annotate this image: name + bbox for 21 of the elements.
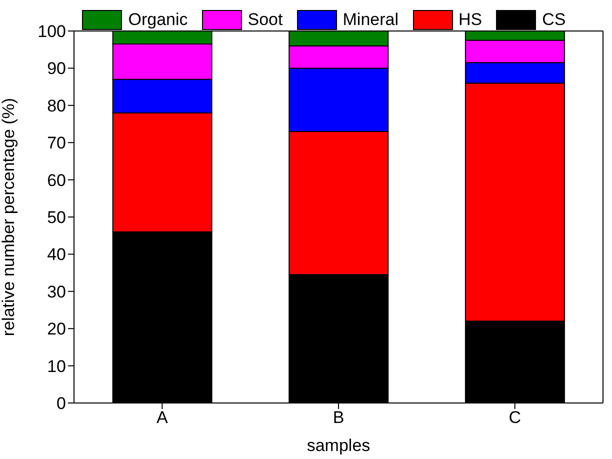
y-tick-label: 70 [47,134,66,153]
y-tick-label: 60 [47,170,66,190]
y-tick-label: 20 [47,320,66,339]
x-tick-label: C [508,408,521,428]
y-tick-label: 30 [47,282,66,302]
legend-label: Soot [248,10,283,30]
y-axis-title: relative number percentage (%) [0,98,18,336]
x-axis-title: samples [306,436,370,455]
y-tick-label: 0 [56,394,66,414]
y-tick-label: 80 [47,96,66,116]
x-tick-label: A [156,408,168,428]
legend-label: CS [542,10,566,30]
y-tick-label: 50 [47,208,66,228]
y-tick-label: 90 [47,59,66,78]
legend-label: HS [458,10,482,30]
x-tick-label: B [332,408,344,428]
y-tick-label: 40 [47,245,66,264]
y-tick-label: 10 [47,356,66,376]
legend-label: Organic [128,10,188,30]
y-tick-label: 100 [38,22,66,42]
legend-label: Mineral [342,10,398,30]
